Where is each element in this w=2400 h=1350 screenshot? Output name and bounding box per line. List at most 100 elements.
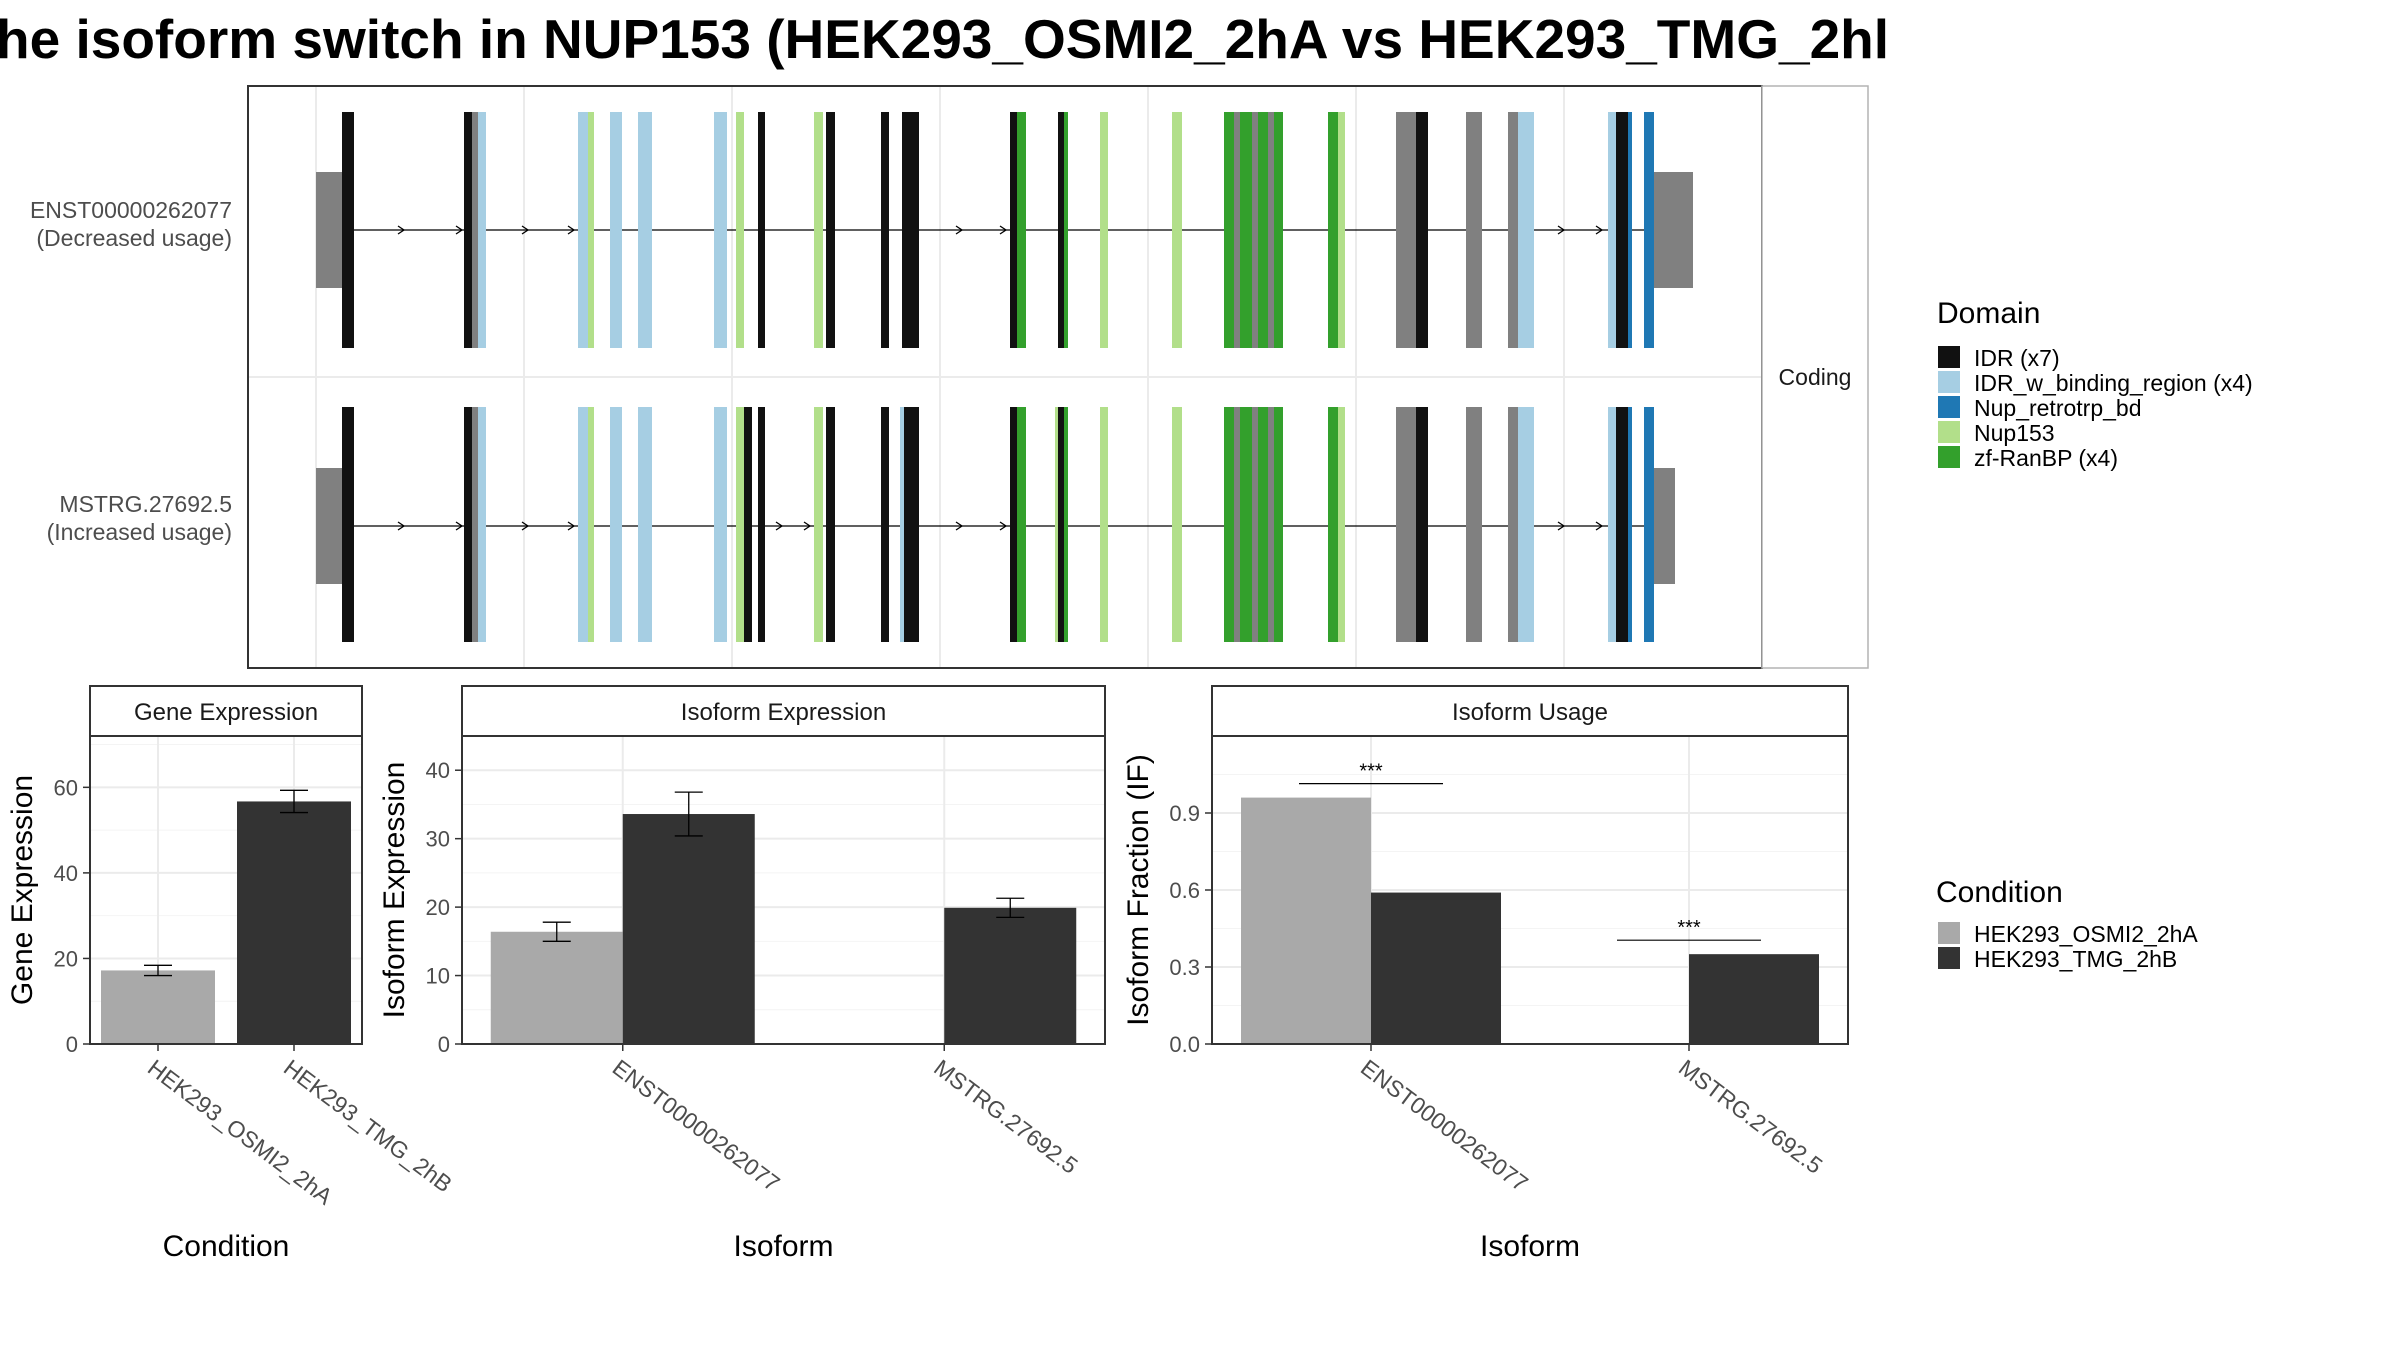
- y-tick-label: 0: [66, 1032, 78, 1057]
- exon-IDR_w_binding_region: [638, 407, 652, 642]
- direction-arrow: [397, 521, 406, 531]
- exon-utr: [472, 407, 478, 642]
- isoform-usage-chart: 0.0 0.3 0.6 0.9 ENST00000262077 MSTRG.27692.5…: [1122, 685, 1849, 1263]
- exon-IDR: [744, 407, 752, 642]
- direction-arrow: [1595, 521, 1604, 531]
- exon-IDR: [1416, 112, 1428, 348]
- exon-utr: [1508, 112, 1518, 348]
- exon-Nup153: [736, 112, 744, 348]
- exon-IDR: [1010, 112, 1017, 348]
- legend-key-4: [1938, 446, 1960, 468]
- x-tick-label: ENST00000262077: [1356, 1054, 1533, 1196]
- x-tick-label: MSTRG.27692.5: [929, 1054, 1082, 1179]
- condition-legend-title: Condition: [1936, 876, 2063, 909]
- exon-IDR: [342, 112, 354, 348]
- exon-IDR_w_binding_region: [478, 407, 486, 642]
- x-tick-label: MSTRG.27692.5: [1674, 1054, 1827, 1179]
- figure-title: he isoform switch in NUP153 (HEK293_OSMI…: [0, 8, 1889, 70]
- y-tick-label: 30: [426, 827, 450, 852]
- y-tick-label: 40: [426, 758, 450, 783]
- exon-zf-RanBP: [1258, 407, 1268, 642]
- utr-3prime: [1654, 468, 1675, 584]
- utr-3prime: [1654, 172, 1693, 288]
- exon-IDR: [902, 407, 909, 642]
- y-tick-label: 10: [426, 964, 450, 989]
- legend-label-0: IDR (x7): [1974, 345, 2060, 371]
- bar-HEK293_TMG_2hB: [1371, 892, 1501, 1044]
- y-tick-label: 40: [54, 861, 78, 886]
- direction-arrow: [999, 521, 1008, 531]
- x-tick-label: ENST00000262077: [608, 1054, 785, 1196]
- exon-IDR_w_binding_region: [578, 112, 588, 348]
- exon-utr: [472, 112, 478, 348]
- bar-HEK293_TMG_2hB: [237, 801, 351, 1044]
- exon-utr: [1466, 112, 1482, 348]
- exon-zf-RanBP: [1224, 112, 1234, 348]
- x-axis-title: Isoform: [1480, 1230, 1580, 1263]
- exon-IDR: [909, 112, 919, 348]
- exon-IDR: [342, 407, 354, 642]
- title-strip: [461, 685, 1106, 737]
- exon-zf-RanBP: [1274, 407, 1283, 642]
- x-axis-title: Isoform: [733, 1230, 833, 1263]
- exon-zf-RanBP: [1328, 407, 1338, 642]
- exon-IDR_w_binding_region: [1518, 112, 1534, 348]
- y-tick-label: 0: [438, 1032, 450, 1057]
- y-axis-title: Isoform Expression: [378, 762, 411, 1019]
- legend-label-4: zf-RanBP (x4): [1974, 445, 2118, 471]
- exon-Nup_retrotrp_bd: [1644, 407, 1654, 642]
- exon-IDR_w_binding_region: [714, 112, 727, 348]
- exon-Nup_retrotrp_bd: [1644, 112, 1654, 348]
- transcript-usage-label: (Decreased usage): [36, 225, 232, 251]
- exon-IDR: [902, 112, 909, 348]
- exon-zf-RanBP: [1240, 407, 1252, 642]
- exon-Nup153: [1100, 407, 1108, 642]
- exon-Nup153: [1172, 407, 1182, 642]
- exon-Nup153: [1338, 112, 1345, 348]
- exon-Nup153: [1055, 407, 1058, 642]
- exon-IDR: [1058, 407, 1064, 642]
- isoform-expression-chart: 0 10 20 30 40 ENST00000262077 MSTRG.27692.5 Iso…: [378, 685, 1106, 1263]
- legend-key-1: [1938, 371, 1960, 393]
- direction-arrow: [955, 521, 964, 531]
- bar-HEK293_OSMI2_2hA: [1241, 797, 1371, 1044]
- transcript-structure-panel: Coding ENST00000262077(Decreased usage) MS…: [30, 85, 1869, 669]
- y-axis-title: Isoform Fraction (IF): [1122, 754, 1155, 1026]
- bar-HEK293_OSMI2_2hA: [101, 970, 215, 1044]
- exon-IDR: [1416, 407, 1428, 642]
- utr-5prime: [316, 468, 344, 584]
- exon-IDR: [1616, 407, 1628, 642]
- direction-arrow: [775, 521, 784, 531]
- exon-Nup153: [814, 112, 823, 348]
- exon-utr: [1234, 112, 1240, 348]
- significance-label: ***: [1677, 917, 1701, 939]
- exon-IDR: [464, 112, 472, 348]
- chart-title: Gene Expression: [134, 699, 318, 726]
- exon-IDR: [881, 407, 889, 642]
- x-axis-title: Condition: [163, 1230, 290, 1263]
- facet-label-coding: Coding: [1779, 364, 1852, 390]
- exon-IDR_w_binding_region: [478, 112, 486, 348]
- exon-IDR_w_binding_region: [1608, 112, 1616, 348]
- direction-arrow: [955, 225, 964, 235]
- exon-IDR_w_binding_region: [610, 407, 622, 642]
- exon-IDR_w_binding_region: [900, 407, 904, 642]
- bar-HEK293_OSMI2_2hA: [490, 931, 623, 1044]
- exon-zf-RanBP: [1017, 112, 1026, 348]
- y-axis-title: Gene Expression: [6, 775, 39, 1005]
- direction-arrow: [521, 521, 530, 531]
- direction-arrow: [999, 225, 1008, 235]
- exon-utr: [1396, 112, 1416, 348]
- exon-IDR_w_binding_region: [1608, 407, 1616, 642]
- legend-key-3: [1938, 421, 1960, 443]
- exon-utr: [1508, 407, 1518, 642]
- exon-IDR: [464, 407, 472, 642]
- y-tick-label: 0.0: [1169, 1032, 1200, 1057]
- exon-utr: [1466, 407, 1482, 642]
- exon-zf-RanBP: [1224, 407, 1234, 642]
- exon-IDR: [826, 112, 835, 348]
- direction-arrow: [521, 225, 530, 235]
- direction-arrow: [397, 225, 406, 235]
